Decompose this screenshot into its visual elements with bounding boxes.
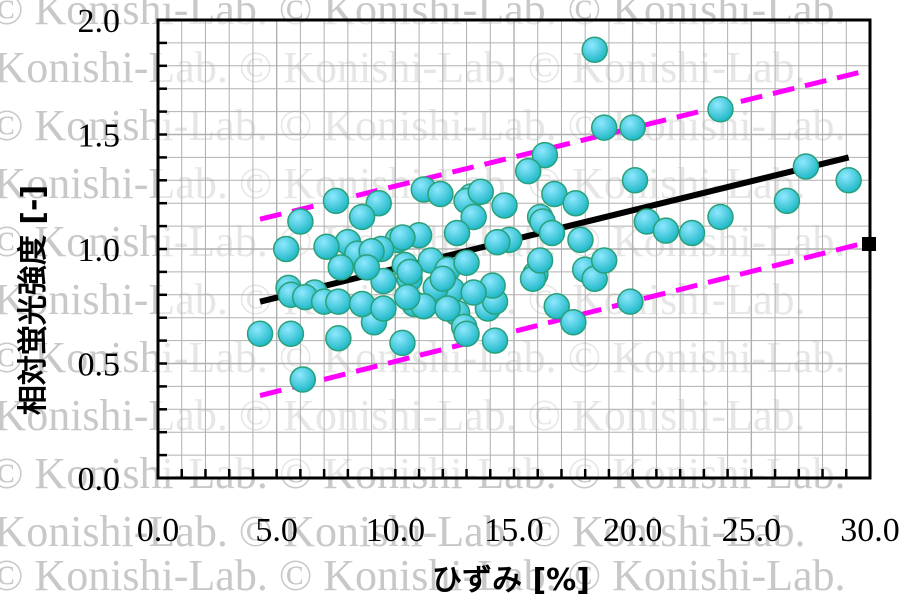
- data-point: [590, 114, 618, 141]
- data-point: [325, 325, 352, 352]
- data-point: [621, 167, 649, 194]
- data-points: [246, 36, 862, 393]
- y-tick-label: 2.0: [78, 3, 121, 40]
- data-point: [460, 279, 487, 306]
- y-tick-label: 0.5: [78, 347, 121, 384]
- data-point: [370, 295, 397, 322]
- data-point: [322, 187, 350, 215]
- data-point: [453, 249, 480, 276]
- x-tick-label: 20.0: [603, 512, 663, 549]
- data-point: [467, 178, 495, 205]
- data-point: [531, 141, 559, 169]
- x-tick-label: 25.0: [722, 512, 782, 549]
- data-point: [443, 219, 471, 247]
- data-point: [396, 258, 423, 286]
- data-point: [429, 265, 457, 293]
- y-tick-label: 1.0: [78, 232, 121, 269]
- data-point: [835, 167, 862, 194]
- data-point: [491, 192, 518, 219]
- data-point: [287, 208, 314, 235]
- data-point: [581, 36, 608, 64]
- data-point: [460, 203, 487, 231]
- data-point: [562, 189, 589, 217]
- data-point: [313, 233, 340, 260]
- data-point: [434, 295, 461, 322]
- x-tick-label: 30.0: [840, 512, 900, 549]
- data-point: [353, 254, 381, 281]
- watermark-text: © Konishi-Lab. © Konishi-Lab. © Konishi-…: [0, 551, 846, 597]
- data-point: [289, 366, 317, 393]
- data-point: [560, 309, 587, 336]
- data-point: [652, 217, 680, 244]
- data-point: [484, 228, 511, 256]
- data-point: [514, 157, 542, 185]
- data-point: [277, 320, 305, 347]
- data-point: [707, 203, 734, 231]
- x-axis-title: ひずみ [%]: [432, 563, 590, 597]
- x-tick-label: 10.0: [366, 512, 426, 549]
- x-tick-label: 5.0: [255, 512, 298, 549]
- data-point: [678, 219, 706, 247]
- data-point: [393, 283, 421, 311]
- data-point: [325, 288, 352, 315]
- data-point: [427, 180, 454, 208]
- data-point: [389, 329, 416, 357]
- data-point: [590, 247, 618, 274]
- x-tick-label: 15.0: [484, 512, 544, 549]
- data-point: [481, 327, 509, 354]
- data-point: [348, 203, 376, 231]
- watermark-text: © Konishi-Lab. © Konishi-Lab. © Konishi-…: [0, 507, 806, 556]
- data-point: [792, 153, 820, 180]
- data-point: [327, 254, 354, 281]
- data-point: [348, 290, 376, 318]
- data-point: [246, 320, 274, 347]
- y-tick-label: 0.0: [78, 461, 121, 498]
- data-point: [567, 226, 594, 254]
- data-point: [272, 235, 300, 263]
- data-point: [707, 96, 734, 123]
- y-tick-labels: 0.0 0.5 1.0 1.5 2.0: [78, 3, 121, 498]
- x-tick-label: 0.0: [137, 512, 180, 549]
- data-point: [453, 320, 480, 347]
- data-point: [773, 187, 801, 215]
- data-point: [526, 247, 554, 274]
- data-point: [619, 114, 646, 141]
- data-point: [538, 219, 566, 247]
- end-marker: [862, 237, 876, 251]
- data-point: [543, 293, 570, 320]
- data-point: [617, 288, 644, 315]
- y-tick-label: 1.5: [78, 118, 121, 155]
- data-point: [389, 224, 416, 251]
- band-line: [259, 67, 869, 222]
- x-tick-labels: 0.0 5.0 10.0 15.0 20.0 25.0 30.0: [137, 512, 900, 549]
- y-axis-title: 相対蛍光強度 [-]: [16, 185, 51, 415]
